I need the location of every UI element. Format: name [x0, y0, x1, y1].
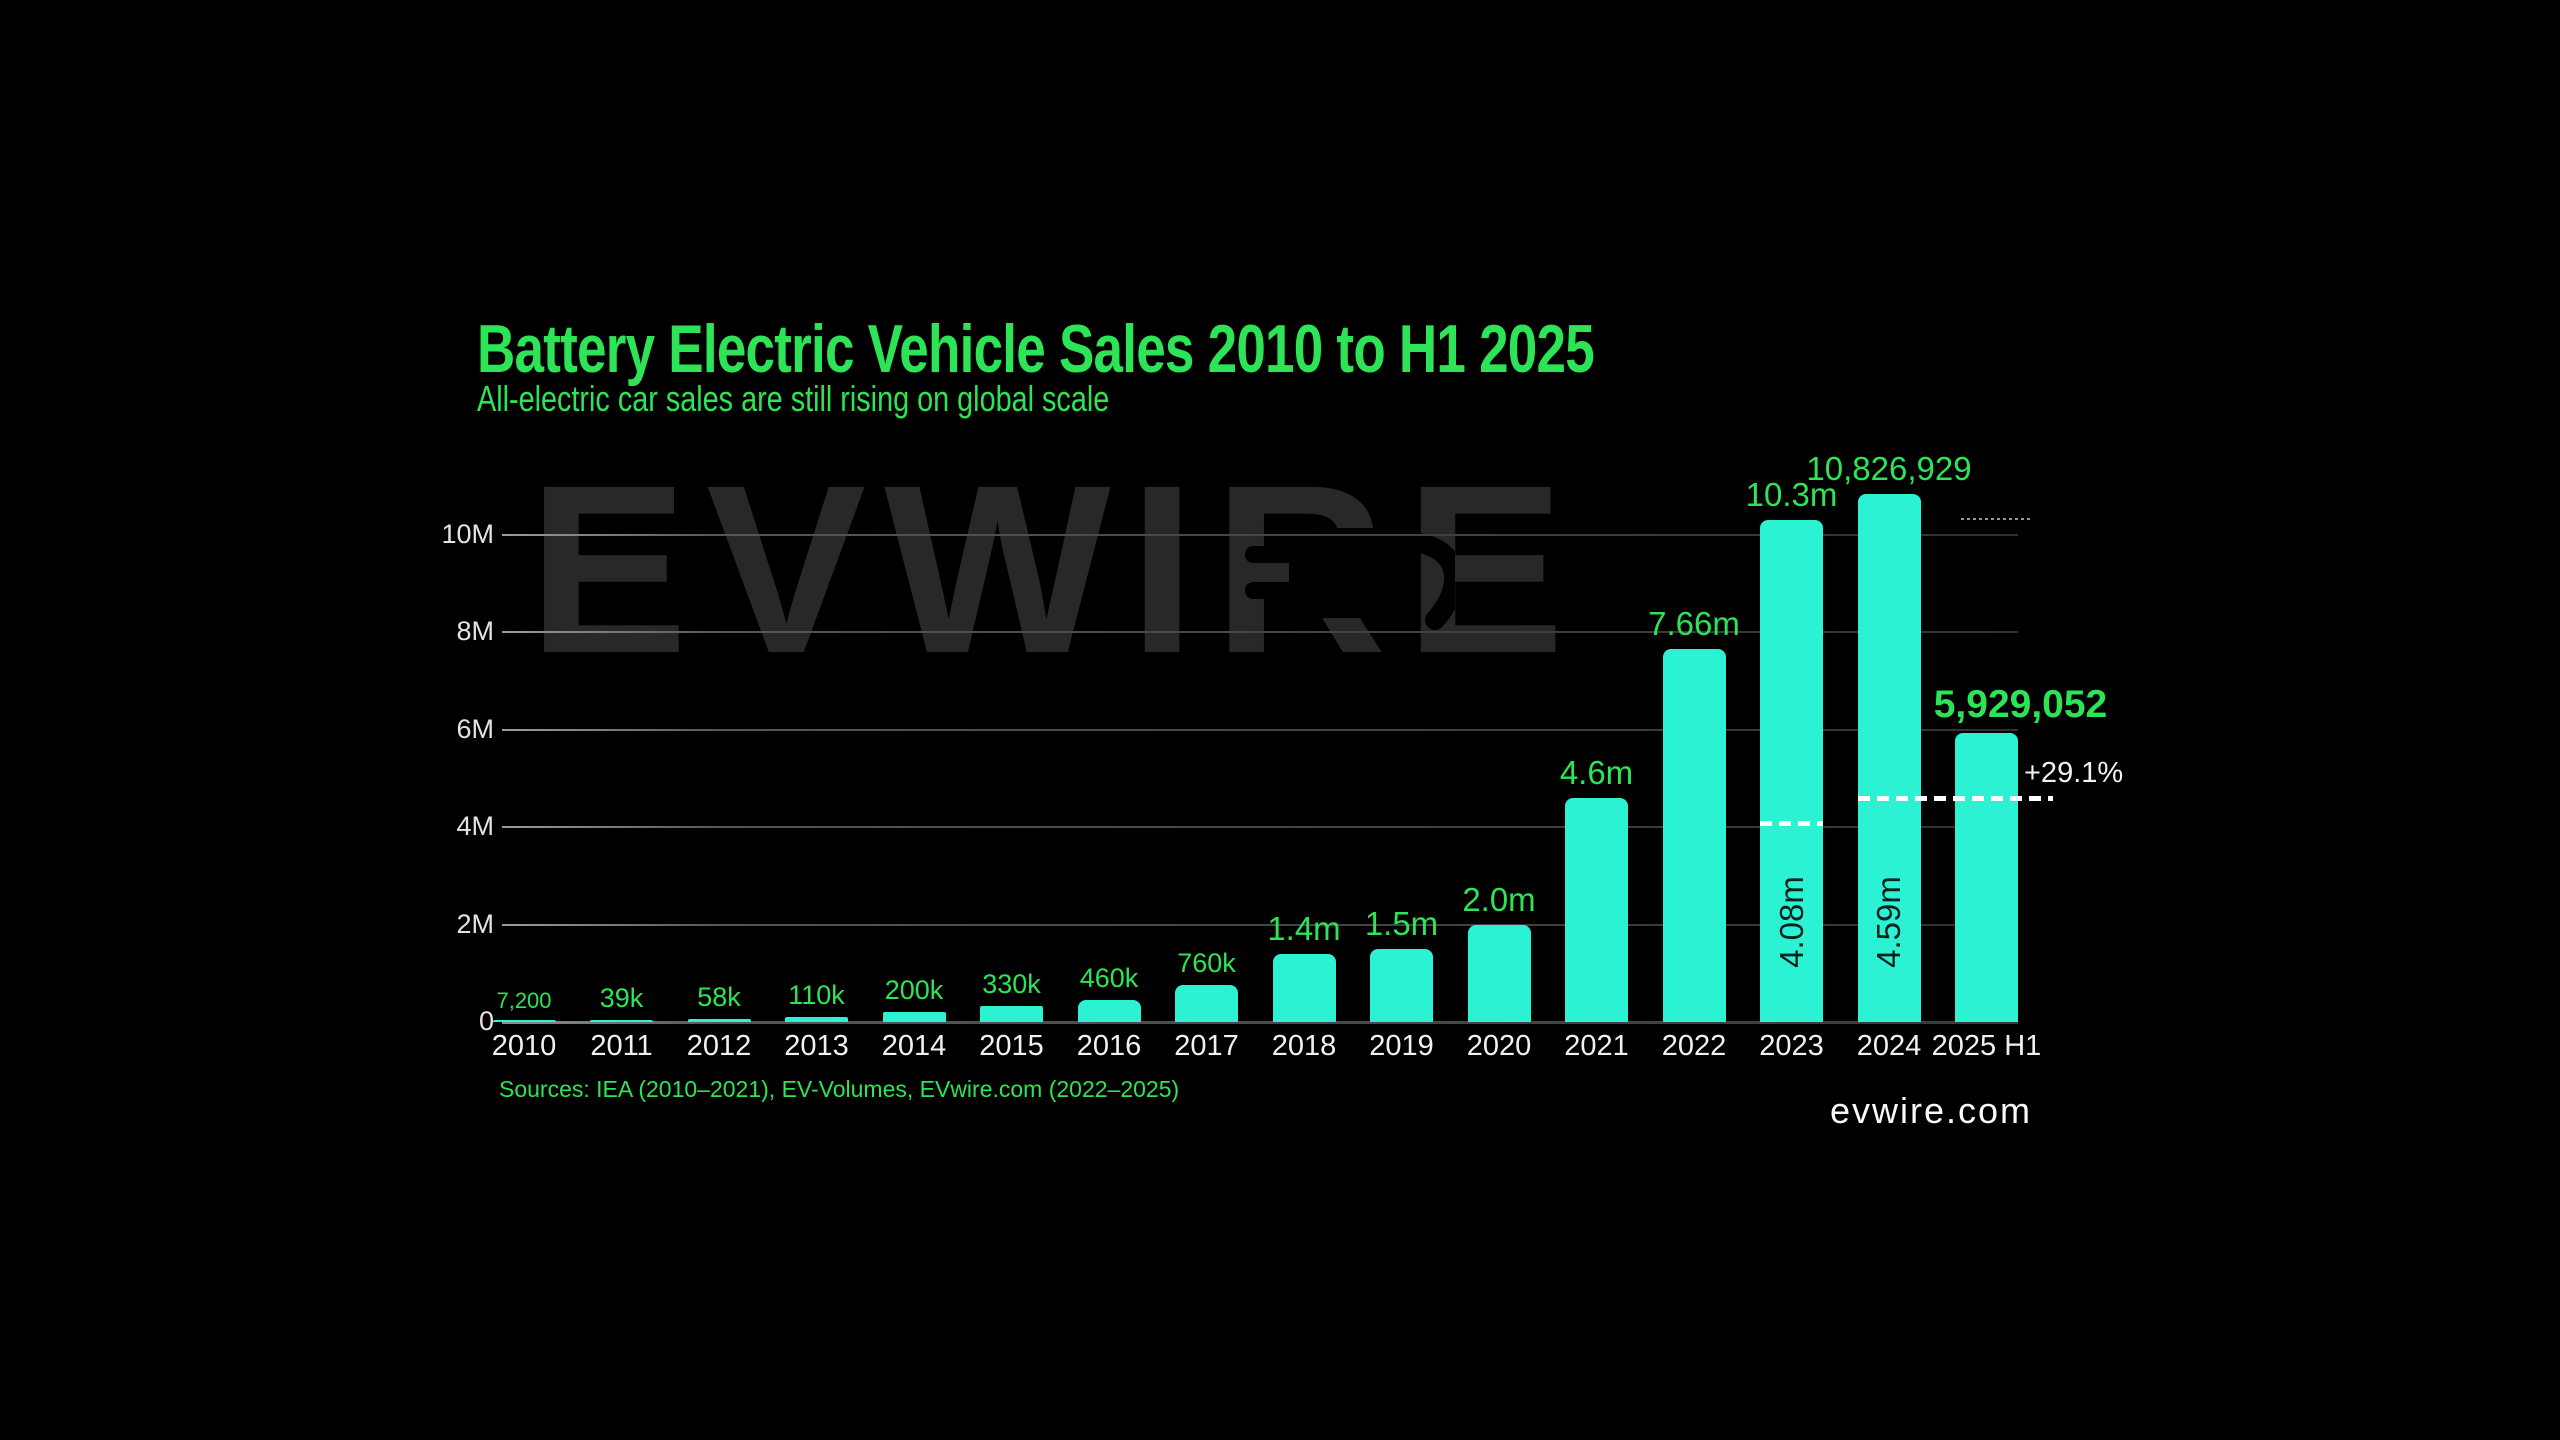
x-tick-label-2018: 2018 — [1271, 1030, 1337, 1062]
gridline-10M — [502, 533, 2018, 536]
gridline-0 — [502, 1021, 2018, 1024]
x-tick-label-2013: 2013 — [784, 1030, 849, 1062]
growth-annotation: +29.1% — [2024, 757, 2124, 789]
bar-2013 — [785, 1016, 848, 1022]
sources-note: Sources: IEA (2010–2021), EV-Volumes, EV… — [499, 1076, 1180, 1102]
x-tick-label-2024: 2024 — [1856, 1030, 1922, 1062]
bar-2020 — [1467, 924, 1531, 1022]
bar-2018 — [1272, 953, 1336, 1022]
x-tick-label-2019: 2019 — [1369, 1030, 1434, 1062]
x-tick-label-2022: 2022 — [1661, 1030, 1727, 1062]
x-tick-label-2014: 2014 — [881, 1030, 947, 1062]
prev-year-level-dotted-line — [1961, 518, 2031, 520]
bar-2016 — [1077, 999, 1141, 1022]
y-tick-label-6M: 6M — [456, 713, 494, 744]
chart-title: Battery Electric Vehicle Sales 2010 to H… — [477, 311, 1595, 387]
bar-2014 — [882, 1012, 946, 1022]
x-tick-label-2017: 2017 — [1174, 1030, 1239, 1062]
x-tick-label-2010: 2010 — [491, 1030, 557, 1062]
bar-2021 — [1565, 797, 1628, 1022]
gridline-4M — [502, 826, 2018, 828]
bar-2023 — [1760, 519, 1823, 1022]
x-tick-label-2015: 2015 — [979, 1030, 1044, 1062]
brand-site-label: evwire.com — [1829, 1090, 2032, 1131]
bar-value-label-2014: 200k — [884, 975, 944, 1006]
x-tick-label-2023: 2023 — [1759, 1030, 1824, 1062]
bar-value-label-2018: 1.4m — [1267, 909, 1341, 947]
y-tick-label-0: 0 — [478, 1006, 494, 1036]
bar-2011 — [590, 1020, 653, 1022]
bar-2010 — [492, 1020, 556, 1022]
x-tick-label-2025 H1: 2025 H1 — [1931, 1030, 2042, 1062]
x-tick-label-2016: 2016 — [1076, 1030, 1142, 1062]
bar-value-label-2023: 10.3m — [1745, 475, 1838, 513]
bar-2024 — [1857, 494, 1921, 1022]
bar-2022 — [1662, 648, 1726, 1022]
x-tick-label-2011: 2011 — [590, 1030, 653, 1062]
y-tick-label-10M: 10M — [441, 518, 494, 549]
bar-value-label-2024: 10,826,929 — [1806, 450, 1972, 488]
gridline-6M — [502, 728, 2018, 731]
bar-value-label-2012: 58k — [697, 982, 741, 1013]
bar-value-label-2011: 39k — [599, 983, 644, 1013]
bar-inner-h1-label-2024: 4.59m — [1870, 876, 1907, 968]
bar-value-label-2020: 2.0m — [1462, 880, 1536, 918]
x-tick-label-2020: 2020 — [1466, 1030, 1532, 1062]
gridline-8M — [502, 631, 2018, 633]
ev-plug-icon — [1245, 528, 1455, 630]
bar-value-label-2021: 4.6m — [1559, 753, 1634, 791]
bar-2012 — [687, 1019, 751, 1022]
x-tick-label-2021: 2021 — [1564, 1030, 1629, 1062]
bar-value-label-2019: 1.5m — [1364, 904, 1439, 942]
evwire-watermark-text: EVWIRE — [528, 435, 1583, 703]
bar-value-label-2025 H1: 5,929,052 — [1933, 682, 2108, 726]
y-tick-label-8M: 8M — [456, 616, 494, 646]
chart-subtitle: All-electric car sales are still rising … — [477, 378, 1110, 419]
y-tick-label-2M: 2M — [456, 908, 494, 939]
x-tick-label-2012: 2012 — [686, 1030, 752, 1062]
bar-value-label-2022: 7.66m — [1648, 604, 1740, 642]
gridline-2M — [502, 923, 2018, 926]
bar-value-label-2013: 110k — [788, 979, 845, 1010]
bar-2019 — [1370, 948, 1433, 1022]
bar-2015 — [980, 1005, 1043, 1022]
bar-2017 — [1175, 984, 1238, 1022]
bar-value-label-2010: 7,200 — [496, 988, 552, 1013]
h1-dashed-line-2024 — [1857, 796, 2053, 802]
bar-value-label-2015: 330k — [982, 968, 1041, 999]
bar-value-label-2017: 760k — [1177, 947, 1236, 978]
bar-inner-h1-label-2023: 4.08m — [1772, 876, 1810, 968]
h1-dashed-line-2023 — [1760, 821, 1823, 827]
bar-value-label-2016: 460k — [1079, 962, 1139, 993]
y-tick-label-4M: 4M — [456, 811, 494, 841]
bar-2025 H1 — [1955, 732, 2018, 1022]
